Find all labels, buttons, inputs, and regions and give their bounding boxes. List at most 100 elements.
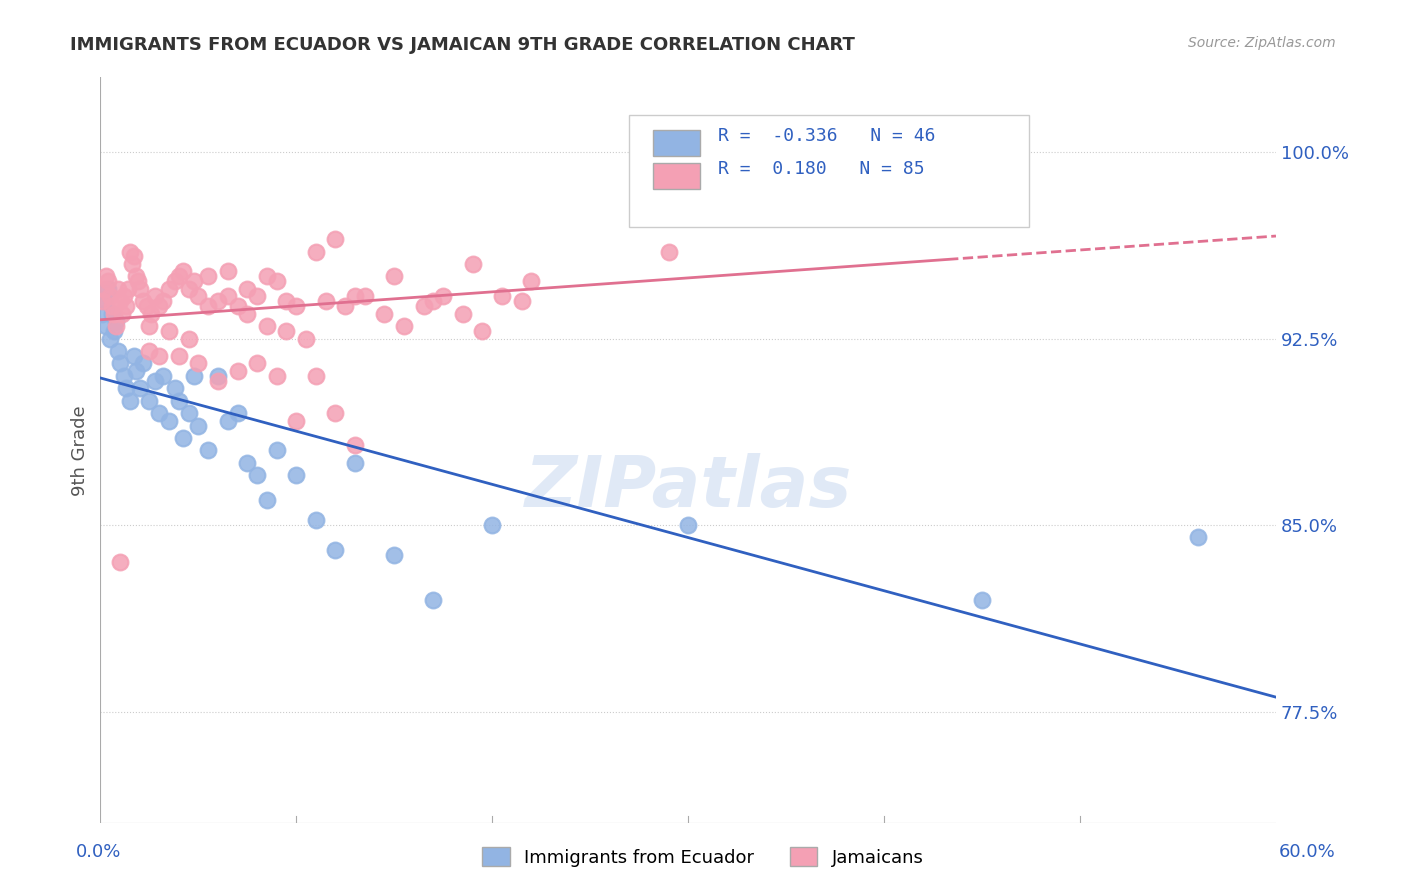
Point xyxy=(138,393,160,408)
Point xyxy=(177,332,200,346)
Point xyxy=(91,307,114,321)
Point xyxy=(128,282,150,296)
Point xyxy=(141,307,163,321)
Point xyxy=(187,289,209,303)
Point xyxy=(344,289,367,303)
Point xyxy=(163,274,186,288)
Point xyxy=(207,368,229,383)
Point xyxy=(117,282,139,296)
Point xyxy=(172,431,194,445)
Point xyxy=(520,274,543,288)
Point xyxy=(114,299,136,313)
Point xyxy=(315,294,337,309)
Point xyxy=(107,343,129,358)
Point xyxy=(105,314,128,328)
Point xyxy=(451,307,474,321)
Point xyxy=(97,282,120,296)
Point xyxy=(132,356,155,370)
Point xyxy=(112,289,135,303)
Point xyxy=(266,274,288,288)
Point xyxy=(136,299,159,313)
Point xyxy=(183,274,205,288)
Point xyxy=(108,294,131,309)
Point xyxy=(256,269,278,284)
FancyBboxPatch shape xyxy=(652,163,700,189)
Point xyxy=(112,368,135,383)
Point xyxy=(276,324,298,338)
Point xyxy=(373,307,395,321)
Point xyxy=(226,364,249,378)
Point xyxy=(93,294,115,309)
Point xyxy=(163,381,186,395)
Point xyxy=(276,294,298,309)
Point xyxy=(167,393,190,408)
Point xyxy=(138,343,160,358)
Point xyxy=(236,456,259,470)
Point xyxy=(236,282,259,296)
Point xyxy=(658,244,681,259)
Point xyxy=(122,349,145,363)
Text: IMMIGRANTS FROM ECUADOR VS JAMAICAN 9TH GRADE CORRELATION CHART: IMMIGRANTS FROM ECUADOR VS JAMAICAN 9TH … xyxy=(70,36,855,54)
Point xyxy=(285,468,308,483)
Point xyxy=(197,299,219,313)
Point xyxy=(226,299,249,313)
Point xyxy=(128,381,150,395)
Text: Source: ZipAtlas.com: Source: ZipAtlas.com xyxy=(1188,36,1336,50)
Point xyxy=(148,349,170,363)
Point xyxy=(93,282,115,296)
Point xyxy=(952,145,974,159)
Point xyxy=(107,282,129,296)
Point xyxy=(246,356,269,370)
Point xyxy=(217,414,239,428)
Point xyxy=(266,368,288,383)
Point xyxy=(148,406,170,420)
Point xyxy=(256,493,278,508)
Point xyxy=(412,299,434,313)
Point xyxy=(335,299,357,313)
Point xyxy=(157,282,180,296)
Point xyxy=(226,406,249,420)
Point xyxy=(382,269,405,284)
Point xyxy=(101,307,124,321)
Point xyxy=(167,349,190,363)
Point xyxy=(97,274,120,288)
Point xyxy=(132,294,155,309)
Point xyxy=(108,356,131,370)
Text: ZIPatlas: ZIPatlas xyxy=(524,453,852,522)
Point xyxy=(392,319,415,334)
Point xyxy=(325,543,347,558)
Point xyxy=(266,443,288,458)
Point xyxy=(422,294,444,309)
Point xyxy=(422,592,444,607)
Point xyxy=(114,381,136,395)
Point xyxy=(124,364,146,378)
Point xyxy=(207,294,229,309)
Point xyxy=(148,299,170,313)
Point xyxy=(217,289,239,303)
Point xyxy=(98,332,121,346)
Point xyxy=(101,299,124,313)
Point xyxy=(197,443,219,458)
Point xyxy=(143,374,166,388)
Point xyxy=(305,244,328,259)
Point xyxy=(152,368,174,383)
Point xyxy=(187,418,209,433)
Point xyxy=(96,319,118,334)
Point xyxy=(1187,531,1209,545)
Point xyxy=(183,368,205,383)
Point xyxy=(122,250,145,264)
Point xyxy=(325,406,347,420)
Point xyxy=(217,264,239,278)
Point xyxy=(382,548,405,562)
Point xyxy=(111,307,134,321)
Text: R =  -0.336   N = 46: R = -0.336 N = 46 xyxy=(717,127,935,145)
Point xyxy=(471,324,494,338)
Point xyxy=(121,257,143,271)
Point xyxy=(187,356,209,370)
Point xyxy=(152,294,174,309)
Point xyxy=(98,289,121,303)
Point xyxy=(970,592,993,607)
Point xyxy=(325,232,347,246)
Point xyxy=(103,307,125,321)
Point xyxy=(256,319,278,334)
